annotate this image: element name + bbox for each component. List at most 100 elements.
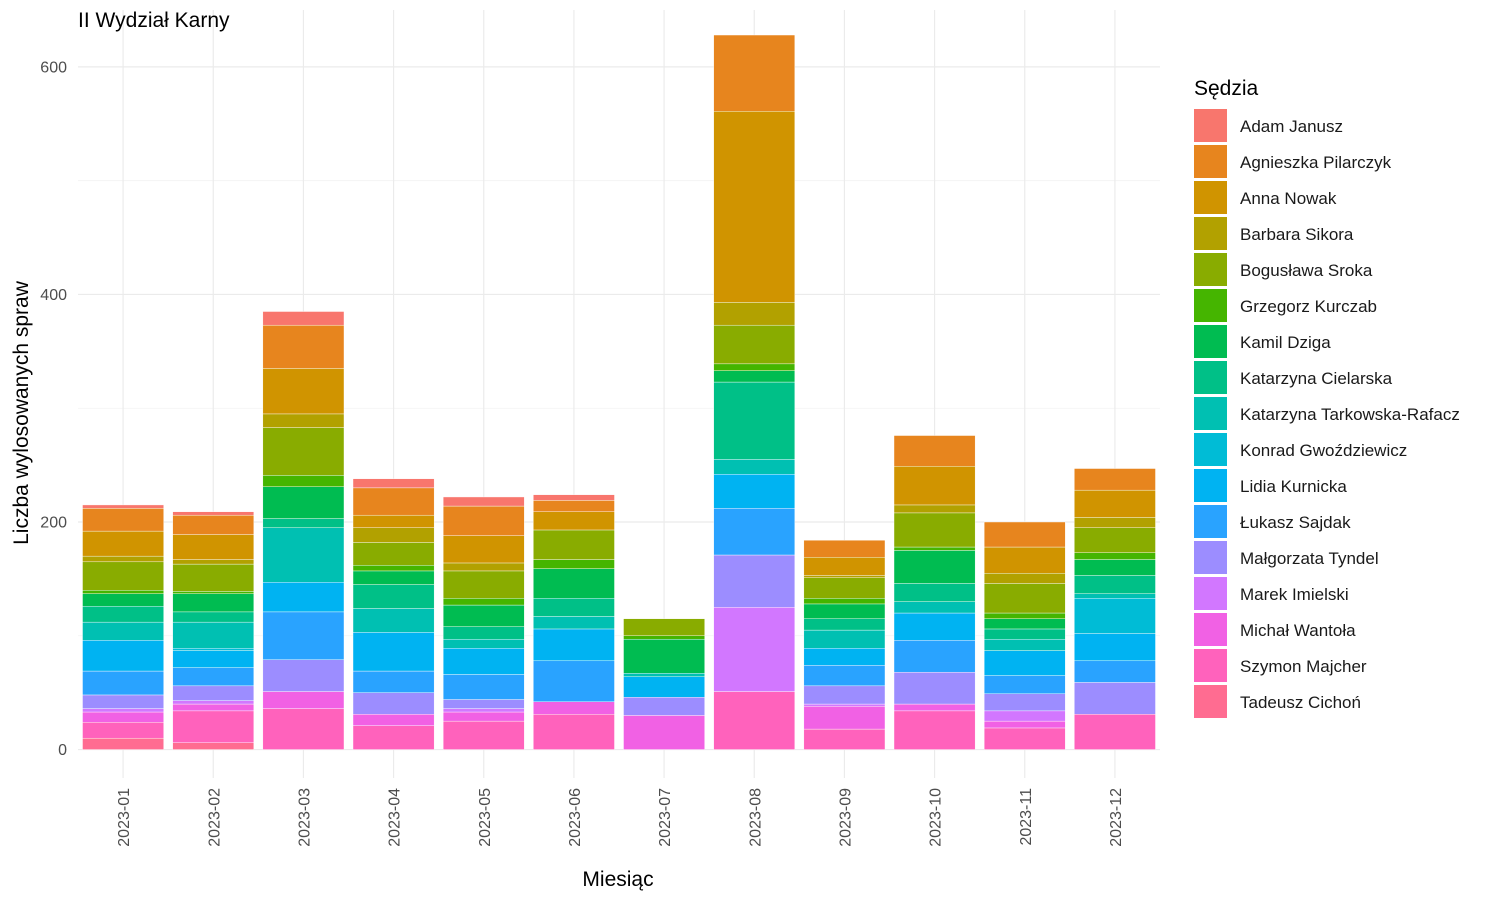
bar-segment [803, 557, 886, 576]
bar-segment [893, 550, 976, 584]
bar-segment [442, 638, 525, 649]
bar-segment [352, 692, 435, 715]
bar-segment [82, 530, 164, 557]
bar-segment [172, 511, 255, 516]
bar-segment [262, 708, 345, 750]
legend-label: Małgorzata Tyndel [1240, 549, 1379, 568]
bar-segment [172, 700, 255, 705]
bar-segment [442, 708, 525, 713]
bar-segment [623, 715, 705, 750]
bar-segment [352, 527, 435, 543]
bar-segment [442, 711, 525, 722]
bar-segment [352, 487, 435, 516]
bar-segment [262, 518, 345, 528]
legend-swatch [1194, 541, 1227, 574]
bar-segment [983, 521, 1066, 548]
legend-title: Sędzia [1194, 77, 1259, 100]
legend-swatch [1194, 613, 1227, 646]
bar-segment [983, 573, 1066, 584]
bar-segment [533, 568, 615, 599]
bar-segment [442, 598, 525, 606]
bar-segment [172, 591, 255, 594]
bar-segment [983, 583, 1066, 614]
x-tick-label: 2023-01 [116, 788, 133, 847]
bar-segment [983, 720, 1066, 729]
bar-segment [82, 504, 164, 509]
bar-segment [442, 648, 525, 675]
bar-segment [713, 111, 796, 303]
bar-segment [893, 710, 976, 750]
bar-segment [893, 466, 976, 506]
legend-label: Marek Imielski [1240, 585, 1349, 604]
bar-segment [352, 632, 435, 672]
bar-segment [172, 650, 255, 668]
bar-segment [803, 577, 886, 599]
bar-segment [82, 555, 164, 563]
legend-swatch [1194, 181, 1227, 214]
bar-segment [442, 496, 525, 507]
x-tick-labels: 2023-01 2023-02 2023-03 2023-04 2023-05 2023-… [116, 788, 1125, 847]
bar-segment [1074, 575, 1156, 594]
x-tick-label: 2023-06 [567, 788, 584, 847]
legend-label: Adam Janusz [1240, 117, 1343, 136]
bar-segment [442, 570, 525, 599]
legend-label: Michał Wantoła [1240, 621, 1356, 640]
bar-segment [983, 727, 1066, 750]
bar-segment [533, 714, 615, 750]
bar-segment [893, 546, 976, 551]
legend-label: Katarzyna Tarkowska-Rafacz [1240, 405, 1460, 424]
legend-swatch [1194, 325, 1227, 358]
legend-label: Kamil Dziga [1240, 333, 1331, 352]
bar-segment [713, 691, 796, 750]
bar-segment [172, 563, 255, 592]
bar-segment [82, 640, 164, 672]
bar-segment [172, 703, 255, 712]
bar-segment [172, 593, 255, 613]
bar-segment [262, 486, 345, 519]
bar-segment [983, 618, 1066, 630]
x-tick-label: 2023-11 [1018, 788, 1035, 846]
bar-segment [1074, 527, 1156, 553]
bar-segment [713, 607, 796, 692]
bar-segment [1074, 559, 1156, 576]
bar-segment [352, 565, 435, 572]
legend-label: Szymon Majcher [1240, 657, 1367, 676]
bar-segment [1074, 682, 1156, 715]
x-tick-label: 2023-05 [477, 788, 494, 847]
bar-segment [803, 685, 886, 705]
x-tick-label: 2023-09 [837, 788, 854, 847]
bar-segment [82, 621, 164, 641]
bar-segment [713, 370, 796, 383]
y-tick-label: 400 [40, 287, 67, 304]
y-axis-title: Liczba wylosowanych spraw [10, 280, 33, 545]
legend: Sędzia Adam Janusz Agnieszka Pilarczyk Ann… [1194, 77, 1460, 718]
bar-segment [623, 673, 705, 677]
legend-swatch [1194, 109, 1227, 142]
legend-swatch [1194, 649, 1227, 682]
bar-segment [82, 590, 164, 594]
bar-segment [352, 584, 435, 609]
bar-segment [262, 611, 345, 660]
bar-segment [172, 534, 255, 560]
bar-segment [803, 665, 886, 687]
bar-segment [533, 494, 615, 501]
bar-segment [172, 514, 255, 535]
bar-segment [623, 618, 705, 636]
bar-segment [82, 593, 164, 607]
bar-segment [172, 611, 255, 623]
bar-segment [262, 691, 345, 709]
legend-label: Łukasz Sajdak [1240, 513, 1351, 532]
bar-segment [1074, 598, 1156, 634]
bar-segment [803, 598, 886, 605]
bar-segment [713, 508, 796, 556]
legend-swatch [1194, 253, 1227, 286]
legend-label: Konrad Gwoździewicz [1240, 441, 1407, 460]
bar-segment [713, 381, 796, 460]
bar-segment [1074, 714, 1156, 750]
legend-swatch [1194, 397, 1227, 430]
bar-segment [442, 604, 525, 627]
bar-segment [893, 703, 976, 712]
bar-segment [803, 648, 886, 666]
bar-segment [533, 701, 615, 715]
bar-segment [893, 435, 976, 467]
